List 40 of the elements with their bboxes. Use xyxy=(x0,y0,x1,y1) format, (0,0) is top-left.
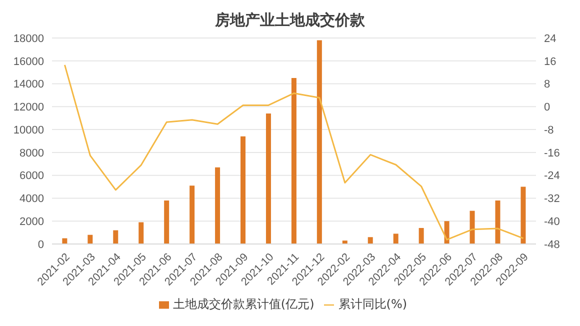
y-tick-label: 18000 xyxy=(13,32,44,45)
bar xyxy=(520,186,526,244)
y-tick-label: 6000 xyxy=(20,170,44,182)
bar xyxy=(291,78,296,244)
line-series xyxy=(64,64,524,240)
bar xyxy=(266,114,271,244)
bar xyxy=(190,186,195,244)
legend-label: 土地成交价款累计值(亿元) xyxy=(172,297,314,311)
y2-tick-label: 8 xyxy=(544,78,550,91)
y-tick-label: 12000 xyxy=(13,102,44,114)
bar xyxy=(418,228,424,244)
y2-tick-label: 16 xyxy=(544,56,556,68)
y-tick-label: 0 xyxy=(38,238,44,251)
y-tick-label: 14000 xyxy=(13,78,44,91)
bar xyxy=(393,234,398,244)
y2-tick-label: -16 xyxy=(544,147,560,160)
bar xyxy=(240,136,246,244)
bar xyxy=(164,200,170,244)
bar xyxy=(113,230,118,244)
y2-tick-label: 0 xyxy=(544,102,550,114)
y2-tick-label: -24 xyxy=(544,170,560,182)
chart-title: 房地产业土地成交价款 xyxy=(214,10,366,31)
legend-label: 累计同比(%) xyxy=(338,297,408,311)
y-tick-label: 8000 xyxy=(20,147,44,160)
y2-tick-label: -8 xyxy=(544,124,554,136)
bar xyxy=(470,210,475,244)
bar xyxy=(316,40,322,244)
bar xyxy=(88,234,93,244)
bar xyxy=(495,200,500,244)
bar xyxy=(368,237,373,244)
y2-tick-label: -48 xyxy=(544,238,560,251)
y-tick-label: 16000 xyxy=(13,56,44,68)
bar xyxy=(215,167,220,244)
bar xyxy=(138,222,144,244)
y-tick-label: 2000 xyxy=(20,216,44,228)
y-tick-label: 4000 xyxy=(20,193,44,206)
y2-tick-label: -40 xyxy=(544,216,560,228)
y2-tick-label: -32 xyxy=(544,193,560,206)
y2-tick-label: 24 xyxy=(544,32,556,45)
y-tick-label: 10000 xyxy=(13,124,44,136)
